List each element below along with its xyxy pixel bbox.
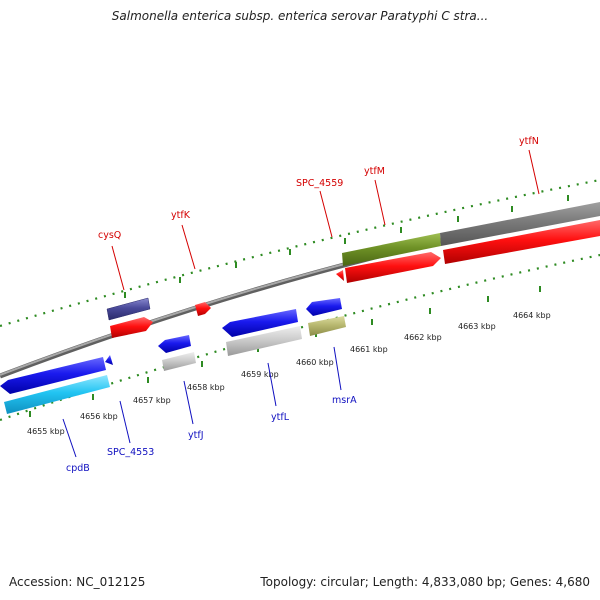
major-ticks xyxy=(29,195,569,417)
gene-arrow-cpdb[interactable] xyxy=(0,357,106,394)
accession-text: Accession: NC_012125 xyxy=(9,575,146,589)
map-title: Salmonella enterica subsp. enterica sero… xyxy=(111,9,489,23)
tick-label: 4658 kbp xyxy=(187,383,225,392)
gene-label-ytfm: ytfM xyxy=(364,166,385,177)
gene-arrow-ytfl[interactable] xyxy=(222,309,298,337)
gene-label-ytfj: ytfJ xyxy=(188,430,204,441)
reverse-gene-labels: cpdB SPC_4553 ytfJ ytfL msrA xyxy=(66,395,357,474)
tick-label: 4662 kbp xyxy=(404,333,442,342)
gene-arrow-cysq[interactable] xyxy=(106,297,151,321)
gene-label-ytfl: ytfL xyxy=(271,412,290,423)
gene-arrow-ytfn[interactable] xyxy=(443,220,600,264)
gene-arrow-spc4553[interactable] xyxy=(105,355,113,365)
gene-arrow-cyan[interactable] xyxy=(4,375,110,414)
gene-arrow-gray-a[interactable] xyxy=(162,352,196,371)
tick-label: 4660 kbp xyxy=(296,358,334,367)
forward-gene-labels: cysQ ytfK SPC_4559 ytfM ytfN xyxy=(98,136,539,241)
tick-label: 4664 kbp xyxy=(513,311,551,320)
reverse-gene-arrows[interactable] xyxy=(0,298,346,414)
gene-arrow[interactable] xyxy=(110,317,153,338)
gene-label-msra: msrA xyxy=(332,395,357,406)
topology-text: Topology: circular; Length: 4,833,080 bp… xyxy=(260,575,590,589)
gene-label-ytfk: ytfK xyxy=(171,210,191,221)
gene-arrow-ytfm[interactable] xyxy=(345,252,441,283)
gene-label-cysq: cysQ xyxy=(98,230,121,241)
tick-labels: 4655 kbp 4656 kbp 4657 kbp 4658 kbp 4659… xyxy=(27,311,551,436)
tick-label: 4657 kbp xyxy=(133,396,171,405)
tick-label: 4663 kbp xyxy=(458,322,496,331)
gene-label-cpdb: cpdB xyxy=(66,463,90,474)
forward-tick-track xyxy=(0,178,600,328)
gene-label-spc4559: SPC_4559 xyxy=(296,178,343,189)
tick-label: 4661 kbp xyxy=(350,345,388,354)
gene-arrow-ytfk[interactable] xyxy=(195,302,211,316)
forward-gene-arrows[interactable] xyxy=(106,202,600,338)
gene-arrow-khaki[interactable] xyxy=(308,316,346,336)
tick-label: 4659 kbp xyxy=(241,370,279,379)
tick-label: 4656 kbp xyxy=(80,412,118,421)
gene-arrow-spc4559[interactable] xyxy=(336,270,344,281)
gene-arrow-ytfj[interactable] xyxy=(158,335,191,353)
gene-arrow-olive[interactable] xyxy=(342,202,600,266)
gene-arrow-msra[interactable] xyxy=(306,298,342,316)
gene-label-spc4553: SPC_4553 xyxy=(107,447,154,458)
tick-label: 4655 kbp xyxy=(27,427,65,436)
leader-lines xyxy=(62,149,540,458)
gene-arrow-gray-b[interactable] xyxy=(226,326,302,356)
gene-label-ytfn: ytfN xyxy=(519,136,539,147)
